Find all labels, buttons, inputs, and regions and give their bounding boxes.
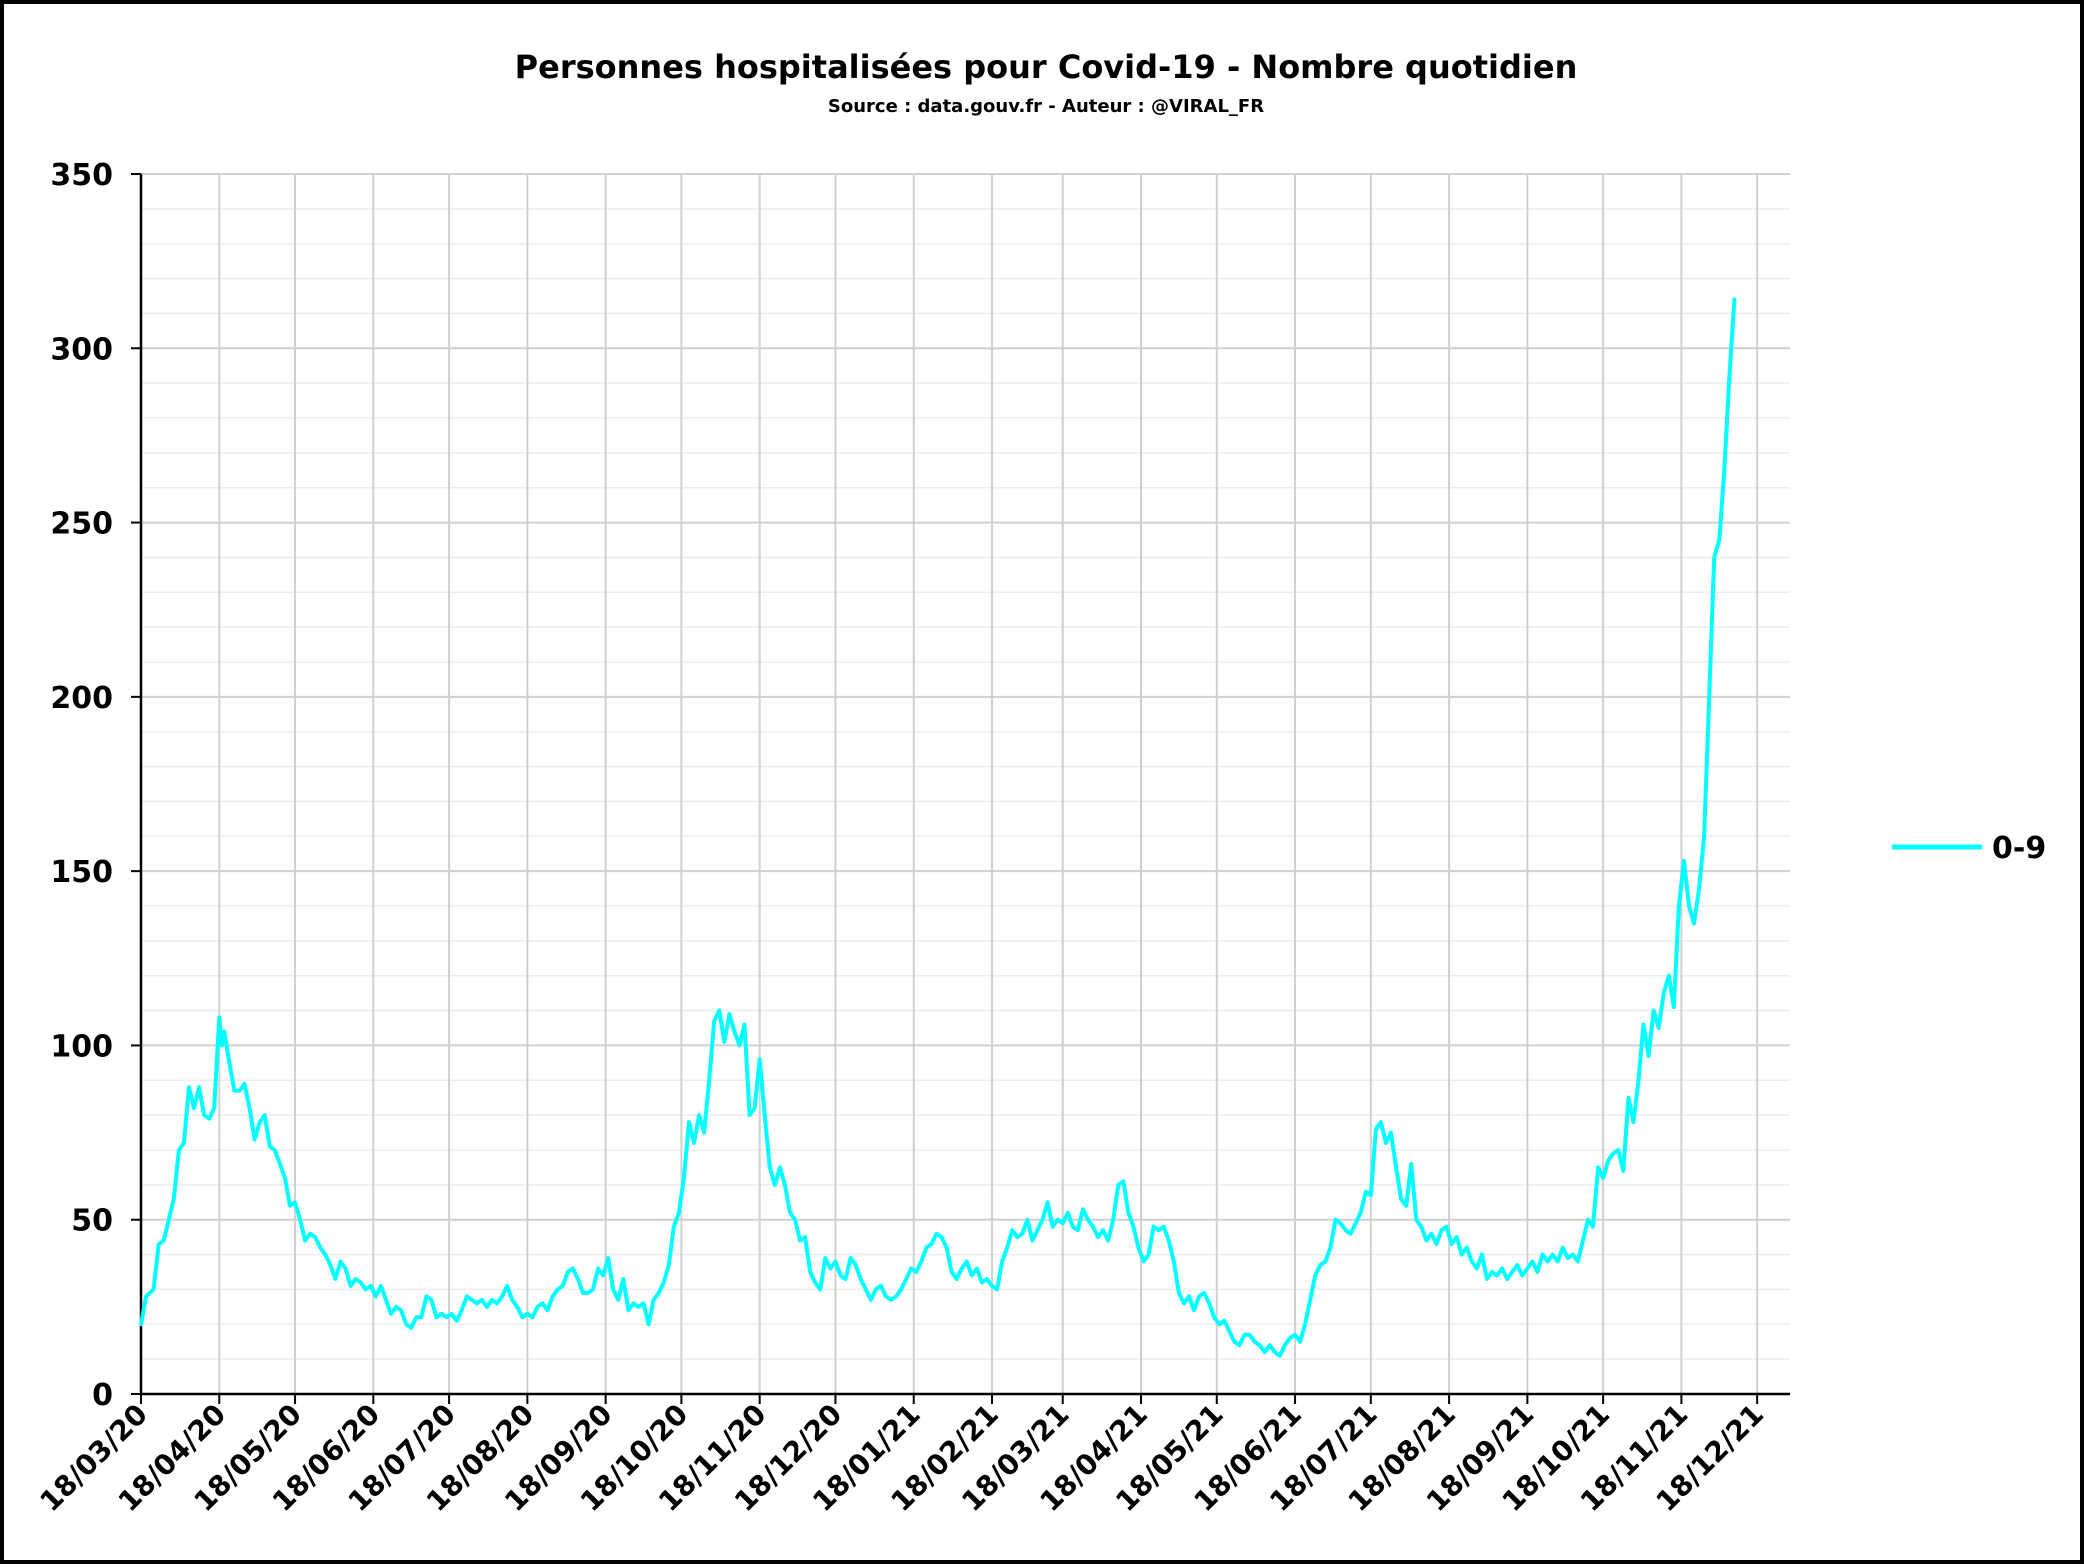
y-tick-label: 0 xyxy=(92,1378,113,1413)
y-tick-label: 50 xyxy=(71,1204,113,1239)
series-line-0-9 xyxy=(139,297,1737,1358)
y-tick-label: 300 xyxy=(50,332,113,367)
y-tick-label: 200 xyxy=(50,681,113,716)
x-axis-ticks: 18/03/2018/04/2018/05/2018/06/2018/07/20… xyxy=(33,1394,1770,1518)
legend: 0-9 xyxy=(1892,831,2046,866)
chart-title: Personnes hospitalisées pour Covid-19 - … xyxy=(515,48,1578,86)
y-tick-label: 350 xyxy=(50,158,113,193)
y-tick-label: 150 xyxy=(50,855,113,890)
axes xyxy=(139,174,1790,1396)
y-tick-label: 100 xyxy=(50,1029,113,1064)
y-tick-label: 250 xyxy=(50,507,113,542)
grid-lines xyxy=(140,173,1790,1394)
series-layer xyxy=(139,297,1737,1358)
chart-subtitle: Source : data.gouv.fr - Auteur : @VIRAL_… xyxy=(828,96,1264,117)
y-axis-ticks: 0 50 100 150 200 250 300 350 xyxy=(50,158,141,1413)
legend-label: 0-9 xyxy=(1992,831,2046,866)
chart-canvas: Personnes hospitalisées pour Covid-19 - … xyxy=(33,48,2046,1518)
